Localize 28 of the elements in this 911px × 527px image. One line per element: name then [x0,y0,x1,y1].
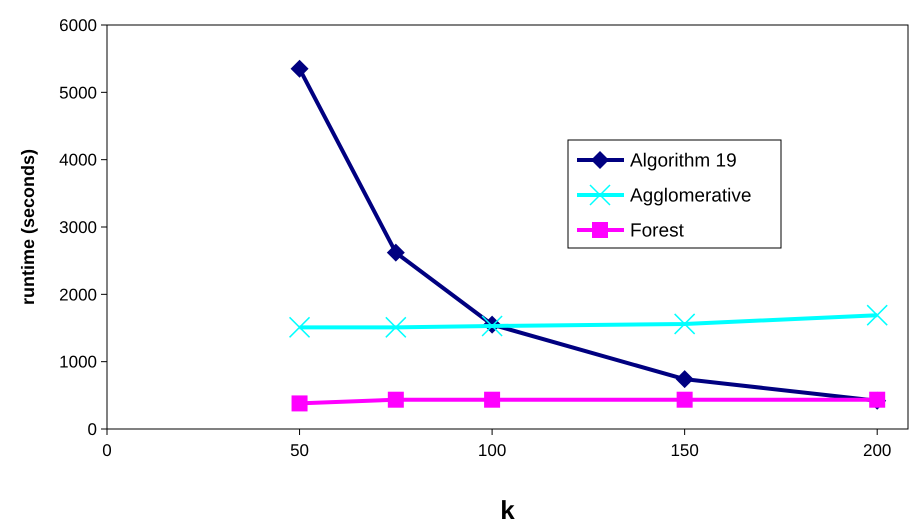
legend-label: Forest [630,220,685,242]
x-tick-label: 0 [102,441,112,460]
x-axis-title: k [500,495,516,525]
point [388,392,404,408]
point [866,304,888,326]
point [288,316,310,338]
x-tick-label: 150 [670,441,699,460]
point [674,313,696,335]
point [385,316,407,338]
y-tick-label: 0 [88,420,97,439]
point [386,244,405,262]
x-tick-label: 50 [290,441,310,460]
point [292,395,308,412]
x-tick-label: 200 [863,441,892,460]
point [484,392,500,408]
legend-label: Agglomerative [630,186,752,207]
x-tick-label: 100 [478,441,506,460]
point [290,60,309,78]
y-tick-label: 3000 [59,218,97,237]
point [676,370,694,388]
legend-label: Algorithm 19 [630,150,737,172]
point [676,392,693,408]
y-axis-title: runtime (seconds) [18,148,38,306]
y-tick-label: 4000 [59,150,97,170]
y-tick-label: 6000 [59,16,97,35]
y-tick-label: 1000 [59,352,97,372]
y-tick-label: 2000 [59,285,97,304]
y-tick-label: 5000 [59,83,97,102]
